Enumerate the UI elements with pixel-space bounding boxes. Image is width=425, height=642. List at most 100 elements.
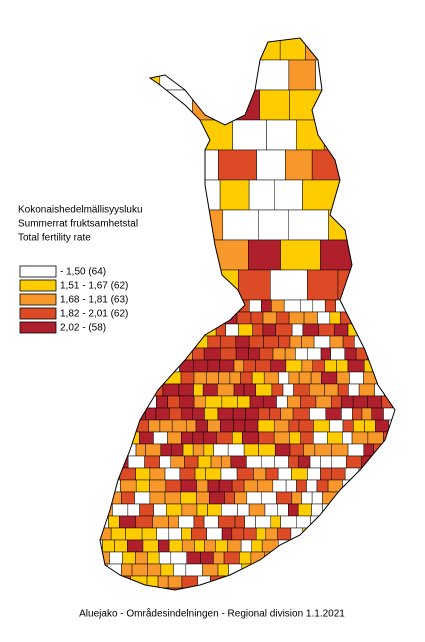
municipality [275, 323, 293, 337]
municipality [215, 587, 230, 590]
municipality [102, 89, 140, 121]
municipality [384, 575, 395, 589]
municipality [344, 347, 357, 361]
municipality [107, 395, 120, 409]
municipality [301, 491, 313, 505]
municipality [232, 431, 243, 445]
municipality [285, 479, 297, 493]
municipality [168, 527, 182, 541]
municipality [138, 89, 168, 121]
municipality [257, 419, 275, 433]
municipality [399, 408, 411, 420]
municipality [296, 587, 310, 590]
municipality [166, 503, 183, 517]
municipality [142, 359, 154, 373]
municipality [181, 527, 192, 541]
municipality [291, 491, 302, 505]
municipality [301, 359, 314, 373]
municipality [127, 539, 144, 553]
municipality [192, 407, 205, 421]
municipality [186, 551, 201, 565]
municipality [140, 311, 158, 325]
municipality [223, 89, 260, 121]
municipality [145, 407, 157, 421]
municipality [100, 503, 103, 517]
municipality [352, 395, 368, 409]
municipality [314, 443, 332, 457]
municipality [385, 551, 395, 565]
municipality [407, 336, 419, 348]
legend: Kokonaishedelmällisyysluku Summerrat fruk… [18, 205, 143, 334]
municipality [175, 323, 190, 337]
municipality [254, 59, 290, 91]
municipality [275, 551, 286, 565]
municipality [154, 119, 196, 151]
municipality [156, 527, 170, 541]
municipality [302, 179, 341, 211]
municipality [119, 395, 131, 409]
municipality [218, 479, 233, 493]
municipality [127, 455, 145, 469]
municipality [115, 587, 127, 590]
municipality [307, 467, 321, 481]
municipality [335, 539, 348, 553]
municipality [302, 527, 314, 541]
municipality [367, 395, 383, 409]
municipality [167, 395, 181, 409]
municipality [279, 38, 306, 61]
municipality [395, 444, 406, 456]
municipality [219, 359, 235, 373]
municipality [191, 527, 207, 541]
municipality [149, 491, 166, 505]
legend-swatch [19, 265, 57, 278]
municipality [207, 359, 220, 373]
municipality [145, 149, 187, 181]
municipality [179, 395, 195, 409]
municipality [345, 575, 357, 589]
municipality [179, 467, 196, 481]
municipality [132, 299, 145, 313]
municipality [221, 503, 238, 517]
municipality [264, 503, 278, 517]
municipality [171, 419, 187, 433]
municipality [125, 527, 143, 541]
municipality [244, 419, 259, 433]
municipality [249, 299, 262, 313]
municipality [341, 395, 354, 409]
municipality [325, 407, 342, 421]
municipality [100, 38, 110, 61]
municipality [336, 371, 350, 385]
municipality [255, 515, 272, 529]
municipality [227, 443, 245, 457]
municipality [80, 408, 94, 420]
municipality [202, 563, 219, 577]
municipality [112, 239, 147, 271]
municipality [258, 443, 276, 457]
municipality [120, 479, 137, 493]
municipality [300, 431, 314, 445]
municipality [403, 396, 417, 408]
municipality [293, 539, 311, 553]
municipality [313, 419, 330, 433]
municipality [309, 407, 327, 421]
legend-title: Total fertility rate [18, 233, 91, 244]
municipality [233, 383, 245, 397]
municipality [317, 575, 331, 589]
municipality [349, 515, 365, 529]
municipality [153, 431, 168, 445]
municipality [236, 467, 254, 481]
municipality [385, 323, 395, 337]
municipality [183, 587, 196, 590]
municipality [352, 551, 363, 565]
municipality [192, 431, 204, 445]
municipality [205, 587, 216, 590]
municipality [353, 209, 384, 241]
municipality [277, 467, 292, 481]
municipality [379, 371, 392, 385]
municipality [282, 383, 294, 397]
municipality [213, 443, 229, 457]
municipality [103, 407, 117, 421]
municipality [248, 347, 260, 361]
municipality [293, 383, 310, 397]
municipality [337, 269, 381, 301]
